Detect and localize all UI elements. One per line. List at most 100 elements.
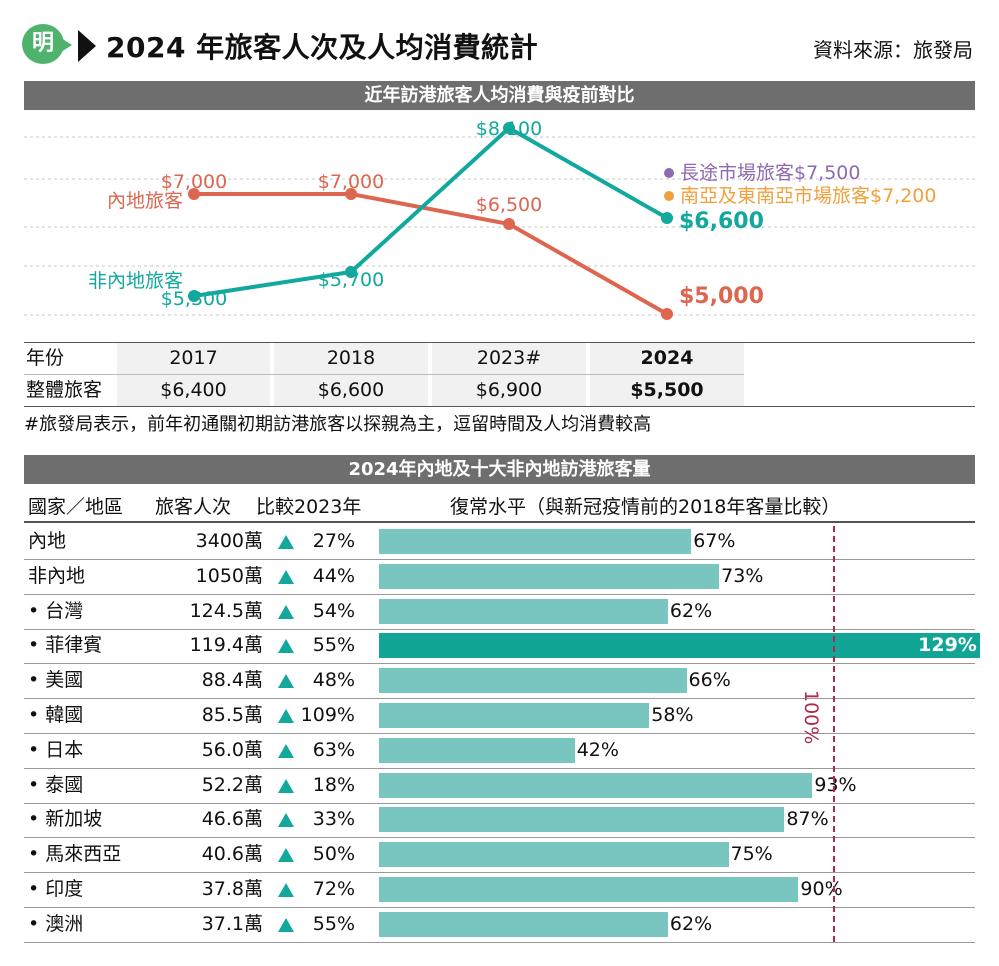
table-mid-rule — [24, 374, 744, 375]
data-point — [188, 290, 200, 302]
recovery-bar — [379, 633, 981, 659]
table-row: • 台灣 124.5萬 54% 62% — [24, 594, 975, 630]
recovery-label: 129% — [918, 634, 977, 657]
data-point — [661, 308, 673, 320]
recovery-label: 42% — [576, 738, 619, 761]
yoy-change: 55% — [312, 634, 355, 657]
series-line-non-mainland — [193, 125, 668, 298]
total-2023: $6,900 — [432, 375, 586, 406]
year-2024: 2024 — [590, 343, 744, 374]
yoy-change: 50% — [312, 843, 355, 866]
annotation-south-southeast-asia: 南亞及東南亞市場旅客$7,200 — [680, 185, 936, 207]
data-label: $5,000 — [679, 284, 764, 309]
yoy-change: 48% — [312, 669, 355, 692]
table-row: • 新加坡 46.6萬 33% 87% — [24, 802, 975, 839]
visitor-count: 56.0萬 — [201, 738, 263, 761]
yoy-change: 33% — [312, 808, 355, 831]
page-title: 2024 年旅客人次及人均消費統計 — [106, 31, 539, 64]
data-label: $7,000 — [318, 171, 384, 193]
year-2018: 2018 — [274, 343, 428, 374]
table-row: • 泰國 52.2萬 18% 93% — [24, 768, 975, 804]
recovery-bar — [379, 529, 692, 554]
year-2017: 2017 — [117, 343, 270, 374]
table-row: 非內地 1050萬 44% 73% — [24, 559, 975, 595]
data-label: $6,600 — [679, 209, 764, 234]
table-bottom-rule — [24, 406, 975, 407]
logo-speech-tail — [58, 36, 72, 54]
line-chart-section-title: 近年訪港旅客人均消費與疫前對比 — [24, 81, 975, 110]
recovery-bar — [379, 842, 729, 868]
series-label-non-mainland: 非內地旅客 — [88, 270, 183, 292]
table-row: • 韓國 85.5萬 109% 58% — [24, 698, 975, 734]
data-point — [661, 212, 673, 224]
mingpao-logo: 明 — [22, 24, 64, 64]
col-visitors-header: 旅客人次 — [155, 496, 232, 518]
series-label-mainland: 內地旅客 — [107, 190, 183, 212]
total-2018: $6,600 — [274, 375, 428, 406]
annotation-long-haul: 長途市場旅客$7,500 — [680, 162, 860, 184]
recovery-bar — [379, 807, 785, 833]
increase-triangle-icon — [278, 709, 294, 723]
total-spending-row: 整體旅客 $6,400 $6,600 $6,900 $5,500 — [24, 375, 744, 406]
year-row: 年份 2017 2018 2023# 2024 — [24, 343, 744, 374]
yoy-change: 72% — [312, 878, 355, 900]
visitor-count: 88.4萬 — [201, 669, 263, 692]
yoy-change: 27% — [312, 530, 355, 552]
data-label: $7,000 — [161, 171, 227, 193]
visitor-count: 3400萬 — [195, 530, 263, 552]
table-row: • 澳洲 37.1萬 55% 62% — [24, 907, 975, 943]
region-name: • 台灣 — [28, 599, 84, 622]
reference-label-100: 100% — [800, 690, 822, 745]
yoy-change: 18% — [312, 773, 355, 796]
increase-triangle-icon — [278, 639, 294, 654]
source-credit: 資料來源：旅發局 — [813, 38, 973, 62]
region-name: 非內地 — [28, 564, 86, 587]
annotation-dot — [664, 168, 674, 178]
region-name: • 新加坡 — [28, 808, 103, 831]
total-2017: $6,400 — [117, 375, 270, 406]
data-point — [345, 188, 357, 200]
table-row: • 馬來西亞 40.6萬 50% 75% — [24, 837, 975, 874]
table-row: • 日本 56.0萬 63% 42% — [24, 733, 975, 769]
footnote: #旅發局表示，前年初通關初期訪港旅客以探親為主，逗留時間及人均消費較高 — [24, 414, 652, 435]
visitor-count: 37.1萬 — [201, 912, 263, 935]
reference-line-100 — [833, 526, 835, 942]
region-name: • 韓國 — [28, 704, 84, 726]
region-name: • 馬來西亞 — [28, 843, 122, 866]
increase-triangle-icon — [278, 848, 294, 863]
total-2024: $5,500 — [590, 375, 744, 406]
recovery-label: 93% — [814, 773, 857, 796]
data-label: $5,300 — [161, 288, 227, 310]
recovery-bar — [379, 911, 668, 937]
series-line-mainland — [194, 192, 668, 316]
data-point — [345, 266, 357, 278]
recovery-label: 62% — [669, 912, 713, 935]
yoy-change: 55% — [312, 912, 355, 935]
visitor-count: 1050萬 — [195, 564, 263, 587]
recovery-bar — [379, 877, 799, 902]
recovery-label: 58% — [651, 704, 694, 726]
data-point — [503, 122, 515, 134]
visitor-count: 37.8萬 — [201, 878, 263, 900]
recovery-bar — [379, 737, 575, 763]
bar-chart-section-title: 2024年內地及十大非內地訪港旅客量 — [24, 455, 975, 484]
increase-triangle-icon — [278, 569, 294, 584]
recovery-label: 66% — [688, 669, 731, 692]
col-recovery-header: 復常水平（與新冠疫情前的2018年客量比較） — [450, 496, 841, 518]
year-2023: 2023# — [432, 343, 586, 374]
visitor-count: 85.5萬 — [201, 704, 263, 726]
region-name: • 菲律賓 — [28, 634, 103, 657]
col-region-header: 國家／地區 — [28, 496, 124, 518]
recovery-bar — [379, 772, 813, 798]
recovery-bar — [379, 598, 668, 624]
increase-triangle-icon — [278, 674, 294, 689]
yoy-change: 63% — [312, 738, 355, 761]
increase-triangle-icon — [278, 743, 294, 758]
recovery-bar — [379, 703, 650, 728]
recovery-bar — [379, 668, 687, 694]
total-row-label: 整體旅客 — [26, 379, 103, 401]
visitor-count: 124.5萬 — [189, 599, 263, 622]
increase-triangle-icon — [278, 813, 294, 828]
region-name: • 澳洲 — [28, 912, 84, 935]
data-label: $8,100 — [476, 118, 542, 140]
